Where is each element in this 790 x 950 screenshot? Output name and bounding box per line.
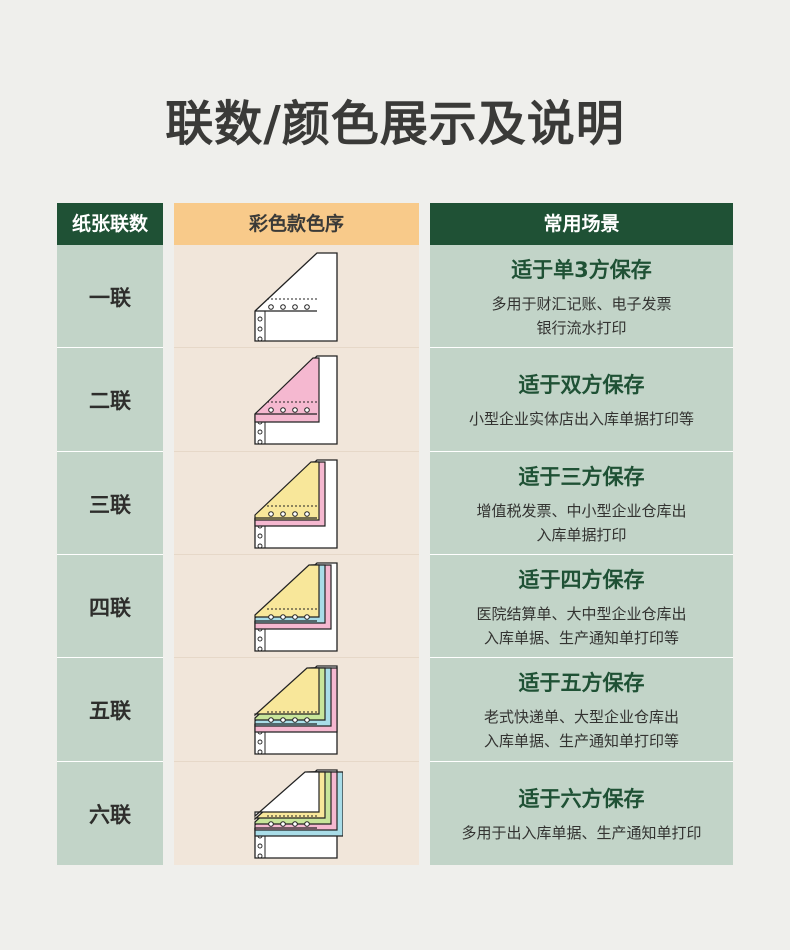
usage-cell: 适于四方保存医院结算单、大中型企业仓库出 入库单据、生产通知单打印等	[430, 555, 733, 658]
usage-title: 适于双方保存	[518, 373, 645, 397]
color-order-header: 彩色款色序	[174, 203, 419, 245]
usage-description-line: 多用于出入库单据、生产通知单打印	[461, 823, 702, 842]
row-divider	[430, 451, 733, 452]
paper-stack-illustration	[253, 665, 338, 755]
usage-cell: 适于五方保存老式快递单、大型企业仓库出 入库单据、生产通知单打印等	[430, 658, 733, 762]
paper-stack-illustration	[253, 768, 343, 859]
row-divider	[57, 761, 163, 762]
ply-count-label: 四联	[89, 595, 131, 620]
usage-description: 多用于财汇记账、电子发票 银行流水打印	[491, 292, 671, 340]
page-title: 联数/颜色展示及说明	[165, 96, 625, 152]
usage-description-line: 入库单据、生产通知单打印等	[483, 628, 679, 647]
ply-count-label: 五联	[89, 699, 131, 723]
row-divider	[174, 451, 419, 452]
row-divider	[57, 657, 163, 658]
color-order-cells	[174, 245, 419, 865]
usage-header: 常用场景	[430, 203, 733, 245]
color-order-cell	[174, 658, 419, 762]
usage-description-line: 入库单据、生产通知单打印等	[483, 732, 679, 750]
usage-title: 适于单3方保存	[511, 257, 652, 282]
usage-title: 适于四方保存	[518, 567, 645, 592]
color-order-cell	[174, 762, 419, 865]
usage-description-line: 增值税发票、中小型企业仓库出	[476, 501, 687, 520]
ply-count-cell: 二联	[57, 348, 163, 452]
usage-title: 适于六方保存	[518, 786, 645, 811]
paper-stack-illustration	[253, 561, 338, 652]
ply-count-cell: 三联	[57, 452, 163, 555]
ply-count-cell: 六联	[57, 762, 163, 865]
usage-title: 适于五方保存	[518, 671, 645, 695]
usage-description: 多用于出入库单据、生产通知单打印	[461, 821, 701, 845]
ply-count-column: 纸张联数 一联二联三联四联五联六联	[57, 203, 163, 865]
usage-cell: 适于三方保存增值税发票、中小型企业仓库出 入库单据打印	[430, 452, 733, 555]
usage-description: 小型企业实体店出入库单据打印等	[469, 407, 694, 431]
usage-description: 医院结算单、大中型企业仓库出 入库单据、生产通知单打印等	[476, 602, 686, 650]
usage-cell: 适于双方保存小型企业实体店出入库单据打印等	[430, 348, 733, 452]
row-divider	[430, 657, 733, 658]
usage-title: 适于三方保存	[518, 464, 645, 489]
row-divider	[174, 761, 419, 762]
row-divider	[57, 451, 163, 452]
row-divider	[57, 347, 163, 348]
row-divider	[174, 554, 419, 555]
row-divider	[430, 761, 733, 762]
usage-description-line: 小型企业实体店出入库单据打印等	[468, 410, 694, 428]
usage-description: 增值税发票、中小型企业仓库出 入库单据打印	[476, 499, 686, 547]
ply-count-cells: 一联二联三联四联五联六联	[57, 245, 163, 865]
color-order-cell	[174, 555, 419, 658]
row-divider	[57, 554, 163, 555]
usage-description-line: 老式快递单、大型企业仓库出	[483, 708, 679, 726]
usage-column: 常用场景 适于单3方保存多用于财汇记账、电子发票 银行流水打印适于双方保存小型企业…	[430, 203, 733, 865]
row-divider	[174, 347, 419, 348]
ply-count-cell: 五联	[57, 658, 163, 762]
ply-count-label: 六联	[89, 802, 131, 827]
row-divider	[174, 657, 419, 658]
row-divider	[430, 347, 733, 348]
color-order-cell	[174, 452, 419, 555]
usage-cell: 适于六方保存多用于出入库单据、生产通知单打印	[430, 762, 733, 865]
ply-count-header: 纸张联数	[57, 203, 163, 245]
ply-count-cell: 一联	[57, 245, 163, 348]
ply-count-label: 一联	[89, 285, 131, 310]
usage-description-line: 医院结算单、大中型企业仓库出	[476, 604, 687, 623]
usage-description-line: 银行流水打印	[536, 318, 627, 337]
ply-count-label: 二联	[89, 389, 131, 413]
usage-description-line: 多用于财汇记账、电子发票	[491, 294, 672, 313]
usage-description: 老式快递单、大型企业仓库出 入库单据、生产通知单打印等	[484, 705, 679, 753]
ply-count-label: 三联	[89, 492, 131, 517]
row-divider	[430, 554, 733, 555]
paper-stack-illustration	[253, 355, 338, 445]
color-order-cell	[174, 245, 419, 348]
paper-stack-illustration	[253, 458, 338, 549]
color-order-cell	[174, 348, 419, 452]
usage-cell: 适于单3方保存多用于财汇记账、电子发票 银行流水打印	[430, 245, 733, 348]
color-order-column: 彩色款色序	[174, 203, 419, 865]
ply-count-cell: 四联	[57, 555, 163, 658]
usage-description-line: 入库单据打印	[536, 525, 627, 544]
paper-stack-illustration	[253, 251, 338, 342]
usage-cells: 适于单3方保存多用于财汇记账、电子发票 银行流水打印适于双方保存小型企业实体店出入…	[430, 245, 733, 865]
